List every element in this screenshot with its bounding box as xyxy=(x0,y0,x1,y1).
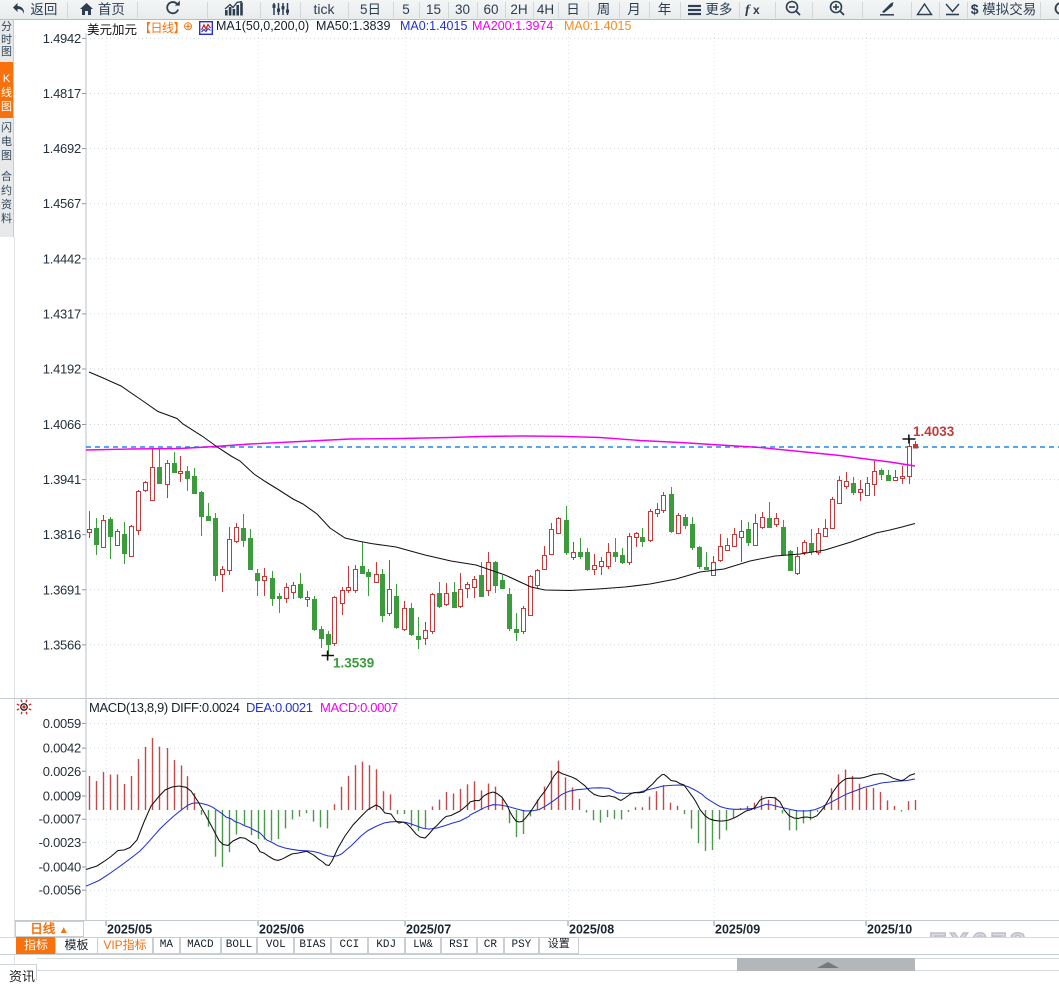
svg-text:1.4066: 1.4066 xyxy=(43,417,81,432)
svg-text:2025/05: 2025/05 xyxy=(107,923,152,937)
svg-text:0.0042: 0.0042 xyxy=(43,741,81,756)
svg-text:1.4033: 1.4033 xyxy=(913,424,955,439)
svg-text:2025/06: 2025/06 xyxy=(259,923,304,937)
svg-text:MACD:0.0007: MACD:0.0007 xyxy=(320,700,398,715)
svg-text:DEA:0.0021: DEA:0.0021 xyxy=(246,700,313,715)
svg-text:1.4442: 1.4442 xyxy=(43,251,81,266)
svg-text:2025/07: 2025/07 xyxy=(406,923,451,937)
svg-text:1.3816: 1.3816 xyxy=(43,527,81,542)
svg-text:1.4817: 1.4817 xyxy=(43,86,81,101)
svg-text:0.0009: 0.0009 xyxy=(43,789,81,804)
svg-text:2025/10: 2025/10 xyxy=(867,923,912,937)
svg-text:1.3941: 1.3941 xyxy=(43,472,81,487)
svg-text:1.4567: 1.4567 xyxy=(43,196,81,211)
svg-text:1.4317: 1.4317 xyxy=(43,306,81,321)
svg-text:1.4192: 1.4192 xyxy=(43,362,81,377)
svg-text:x: x xyxy=(753,3,760,16)
svg-text:1.3566: 1.3566 xyxy=(43,637,81,652)
svg-text:-0.0040: -0.0040 xyxy=(39,860,81,875)
svg-text:f: f xyxy=(745,3,751,16)
svg-text:0.0026: 0.0026 xyxy=(43,764,81,779)
svg-text:2025/09: 2025/09 xyxy=(715,923,760,937)
svg-text:1.4942: 1.4942 xyxy=(43,31,81,46)
svg-text:-0.0023: -0.0023 xyxy=(39,835,81,850)
svg-text:1.3691: 1.3691 xyxy=(43,582,81,597)
svg-text:1.3539: 1.3539 xyxy=(333,656,374,671)
svg-text:MACD(13,8,9) DIFF:0.0024: MACD(13,8,9) DIFF:0.0024 xyxy=(89,700,240,715)
svg-text:2025/08: 2025/08 xyxy=(569,923,614,937)
svg-text:1.4692: 1.4692 xyxy=(43,141,81,156)
svg-text:-0.0007: -0.0007 xyxy=(39,812,81,827)
svg-text:0.0059: 0.0059 xyxy=(43,716,81,731)
svg-text:-0.0056: -0.0056 xyxy=(39,883,81,898)
